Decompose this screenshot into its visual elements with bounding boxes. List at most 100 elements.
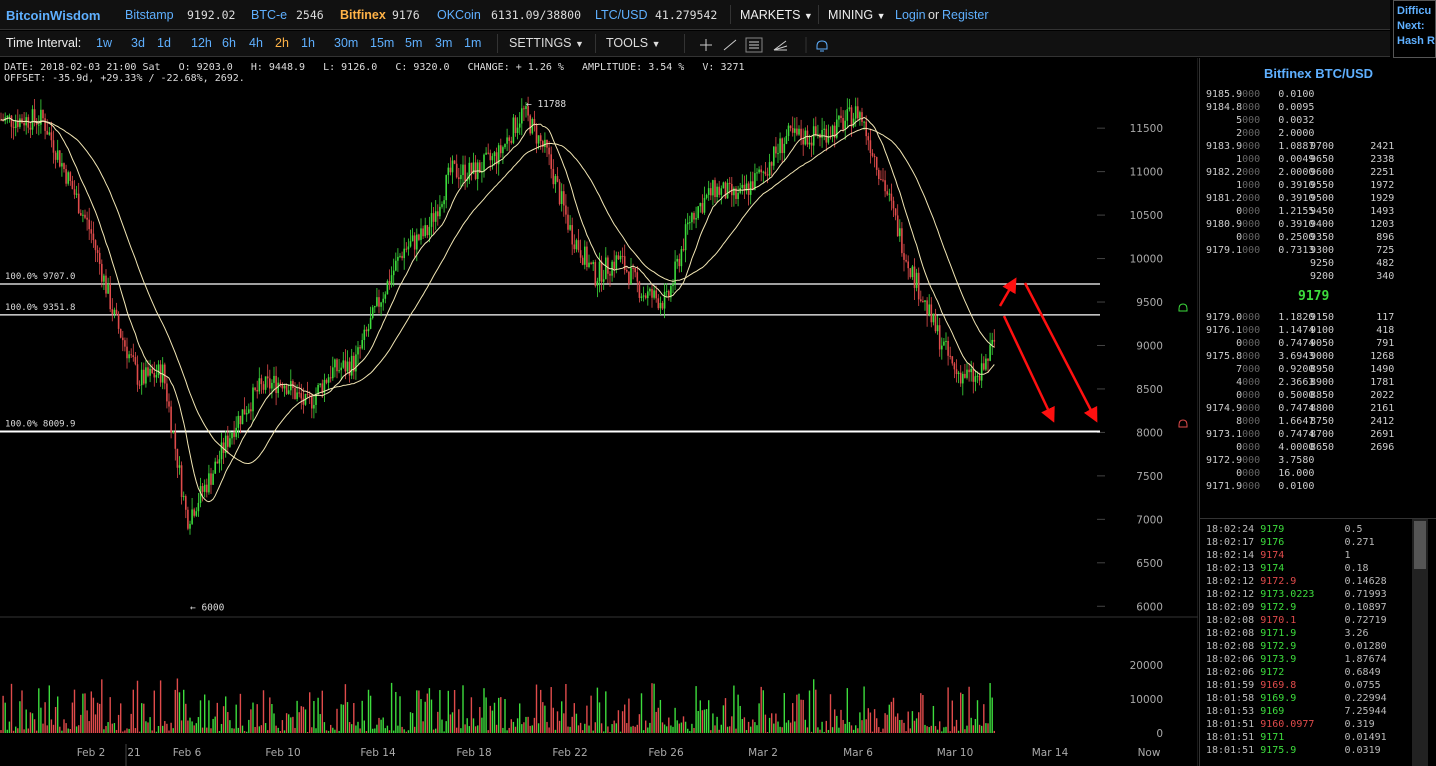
crosshair-icon[interactable] — [700, 39, 712, 51]
scroll-thumb[interactable] — [1414, 521, 1426, 569]
candle-body — [229, 438, 231, 447]
volume-bar — [865, 719, 867, 733]
volume-bar — [548, 727, 550, 733]
exchange-bitstamp[interactable]: Bitstamp — [125, 8, 174, 22]
volume-bar — [533, 717, 536, 733]
trade-price: 9174 — [1254, 550, 1345, 561]
candle-body — [514, 117, 517, 133]
candle-body — [896, 215, 899, 237]
candle-body — [260, 378, 263, 385]
bid-depth-total: 117 — [1334, 312, 1395, 323]
volume-bar — [109, 697, 111, 733]
candle-body — [766, 174, 769, 176]
trades-scrollbar[interactable] — [1412, 519, 1428, 766]
bid-depth-price: 9000 — [1310, 351, 1335, 362]
candle-body — [48, 132, 51, 135]
interval-5m[interactable]: 5m — [405, 36, 423, 50]
price-chart[interactable]: 11500 11000 10500 10000 9500 9000 8500 8000 7500… — [0, 58, 1198, 766]
interval-1h[interactable]: 1h — [301, 36, 315, 50]
horizontal-lines-icon[interactable] — [745, 37, 763, 53]
volume-bar — [760, 686, 762, 733]
candle-body — [338, 370, 340, 372]
candle-body — [693, 213, 695, 220]
volume-bar — [890, 701, 893, 733]
candle-body — [243, 409, 246, 415]
volume-bar — [248, 719, 250, 733]
exchange-okcoin[interactable]: OKCoin — [437, 8, 481, 22]
candle-body — [109, 284, 111, 310]
exchange-bitfinex[interactable]: Bitfinex — [340, 8, 386, 22]
register-link[interactable]: Register — [942, 8, 989, 22]
alert-bell-icon[interactable] — [816, 40, 828, 52]
volume-bar — [367, 689, 370, 733]
ask-depth-row: 9450 1493 — [1310, 205, 1394, 218]
bid-depth-price: 9100 — [1310, 325, 1335, 336]
interval-3d[interactable]: 3d — [131, 36, 145, 50]
brand-logo[interactable]: BitcoinWisdom — [6, 8, 101, 23]
login-link[interactable]: Login — [895, 8, 926, 22]
line-tool-icon[interactable] — [723, 39, 737, 51]
exchange-ltcusd[interactable]: LTC/USD — [595, 8, 648, 22]
bid-depth-total: 2412 — [1334, 416, 1395, 427]
interval-1w[interactable]: 1w — [96, 36, 112, 50]
ask-amount: 0.0095 — [1260, 102, 1315, 113]
candle-body — [615, 255, 618, 270]
volume-bar — [479, 707, 481, 733]
volume-bar — [670, 725, 672, 733]
volume-bar — [88, 721, 90, 733]
candle-body — [390, 275, 393, 285]
volume-bar — [483, 688, 485, 733]
candle-body — [38, 124, 40, 126]
interval-12h[interactable]: 12h — [191, 36, 212, 50]
candle-body — [518, 123, 521, 128]
interval-2h[interactable]: 2h — [275, 36, 289, 50]
volume-bar — [607, 726, 609, 733]
candle-body — [724, 182, 727, 199]
bid-price-decimals: 000 — [1242, 390, 1261, 401]
interval-3m[interactable]: 3m — [435, 36, 453, 50]
volume-bar — [206, 727, 208, 733]
candle-body — [655, 290, 657, 299]
volume-bar — [945, 726, 947, 733]
interval-1m[interactable]: 1m — [464, 36, 482, 50]
volume-bar — [166, 723, 168, 733]
candle-body — [33, 109, 36, 121]
volume-bar — [789, 722, 792, 733]
volume-bar — [611, 724, 613, 733]
exchange-btce[interactable]: BTC-e — [251, 8, 288, 22]
candle-body — [903, 253, 905, 260]
volume-bar — [873, 709, 876, 733]
markets-menu[interactable]: MARKETS ▼ — [740, 8, 813, 22]
volume-bar — [73, 689, 76, 733]
bid-row: 0000 16.000 — [1206, 467, 1314, 480]
interval-4h[interactable]: 4h — [249, 36, 263, 50]
candle-body — [466, 179, 468, 181]
candle-body — [329, 377, 332, 379]
candle-body — [132, 355, 135, 358]
volume-bar — [758, 703, 760, 733]
volume-bar — [653, 683, 655, 733]
volume-bar — [258, 726, 260, 733]
candle-body — [195, 511, 198, 516]
or-text: or — [928, 8, 940, 22]
price-alert-bell-icon[interactable] — [1178, 303, 1188, 312]
bid-price: 9173.1 — [1206, 429, 1243, 440]
volume-bar — [75, 726, 78, 733]
bid-depth-price: 8800 — [1310, 403, 1335, 414]
fan-tool-icon[interactable] — [773, 40, 788, 51]
ask-depth-price: 9650 — [1310, 154, 1335, 165]
price-alert-bell-icon[interactable] — [1178, 419, 1188, 428]
interval-6h[interactable]: 6h — [222, 36, 236, 50]
interval-30m[interactable]: 30m — [334, 36, 359, 50]
volume-bar — [739, 705, 741, 733]
candle-body — [317, 384, 319, 394]
volume-bar — [195, 723, 197, 733]
mining-menu[interactable]: MINING ▼ — [828, 8, 886, 22]
trade-time: 18:02:06 — [1206, 667, 1255, 678]
candle-body — [848, 107, 851, 110]
interval-1d[interactable]: 1d — [157, 36, 171, 50]
settings-menu[interactable]: SETTINGS ▼ — [509, 36, 584, 50]
ask-row: 0000 0.2500 — [1206, 231, 1314, 244]
tools-menu[interactable]: TOOLS ▼ — [606, 36, 661, 50]
interval-15m[interactable]: 15m — [370, 36, 395, 50]
